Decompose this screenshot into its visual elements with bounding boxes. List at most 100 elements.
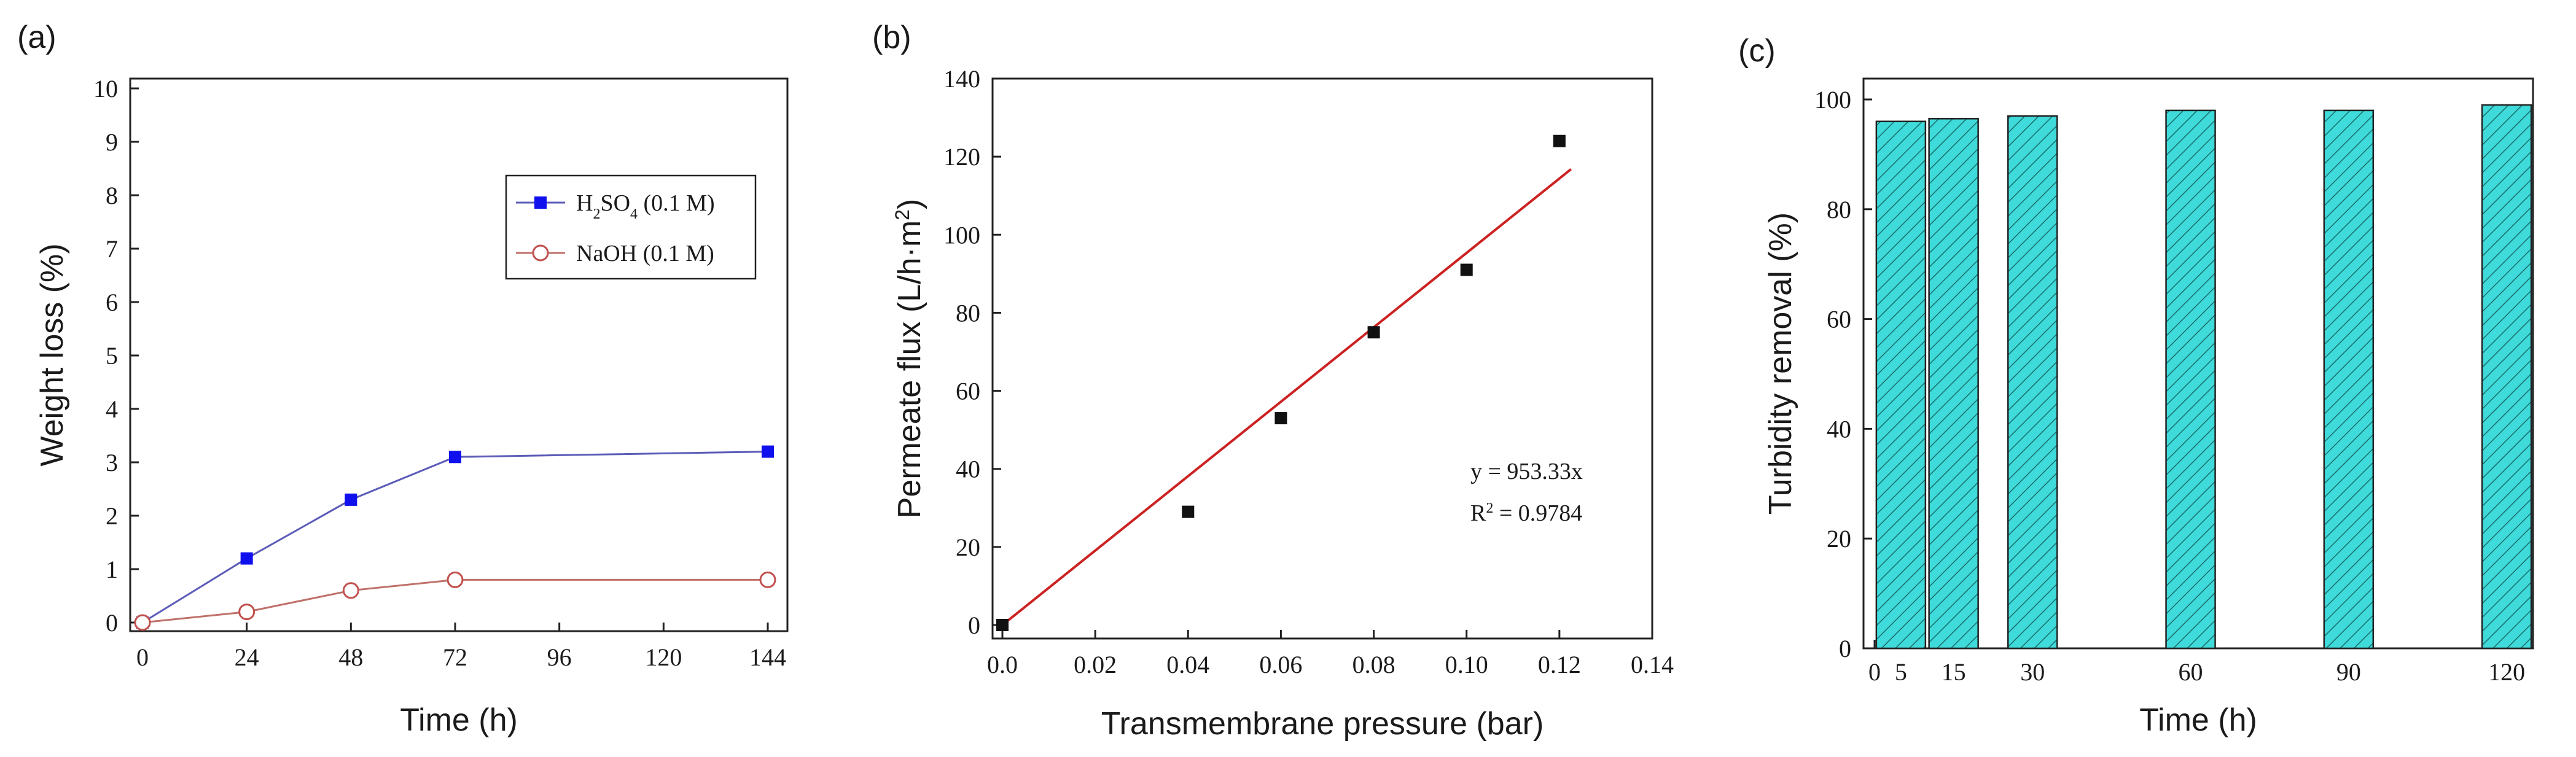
chart-a-legend-label-part: 2: [593, 206, 600, 222]
chart-c-xtick-label: 60: [2179, 658, 2203, 686]
chart-c-xtick-label: 30: [2020, 658, 2045, 686]
panel-b-label: (b): [872, 20, 911, 55]
chart-b-ytick-label: 20: [956, 534, 980, 561]
chart-a-legend-label: H2SO4 (0.1 M): [576, 190, 715, 222]
chart-c-ytick-label: 60: [1827, 306, 1851, 333]
chart-b-ytick-label: 140: [943, 65, 980, 93]
chart-a-xtick-label: 24: [235, 643, 259, 671]
chart-a-point-h2so4: [345, 493, 357, 506]
chart-b-ylabel-part: Permeate flux (L/h·m: [892, 220, 927, 519]
chart-b-point: [1553, 134, 1566, 147]
chart-a-xtick-label: 48: [338, 643, 363, 671]
chart-b-ytick-label: 120: [943, 143, 980, 171]
chart-a-xtick-label: 144: [749, 643, 786, 671]
chart-a-xtick-label: 72: [443, 643, 467, 671]
chart-b-fit-line: [1001, 168, 1572, 626]
chart-b-r2-part: 2: [1486, 500, 1493, 516]
chart-a-legend-label-part: H: [576, 190, 593, 216]
chart-a-point-naoh: [447, 571, 464, 588]
chart-a-point-h2so4: [762, 445, 774, 458]
chart-b-r2: R2 = 0.9784: [1470, 500, 1582, 526]
chart-a-point-naoh: [759, 571, 776, 588]
chart-b: 0 20 40 60 80 100 120 140 0.0 0.02 0.04 0.06 0.08 0.1…: [891, 65, 1674, 742]
chart-a-ytick-label: 10: [93, 75, 118, 103]
chart-b-point: [1182, 505, 1195, 518]
chart-a-ytick-label: 5: [106, 342, 118, 370]
chart-a-xlabel: Time (h): [400, 702, 518, 738]
chart-c-bar: [1875, 120, 1927, 650]
chart-c-ytick-label: 40: [1827, 415, 1851, 443]
chart-a-ytick-label: 2: [106, 502, 118, 530]
chart-a-ylabel: Weight loss (%): [34, 243, 70, 466]
chart-c-ylabel: Turbidity removal (%): [1763, 212, 1798, 514]
chart-b-point: [1460, 263, 1473, 276]
chart-b-ytick-label: 40: [956, 456, 980, 483]
chart-b-xtick-label: 0.02: [1074, 651, 1117, 678]
chart-b-point: [1367, 326, 1380, 339]
chart-a-xtick-label: 120: [645, 643, 682, 671]
chart-a-point-naoh: [238, 604, 256, 621]
chart-a-ytick-label: 3: [106, 449, 118, 476]
chart-b-ylabel-part: ): [892, 199, 927, 209]
chart-c-ytick-label: 100: [1814, 86, 1851, 114]
chart-c-xlabel: Time (h): [2139, 702, 2257, 738]
chart-a-legend-label-part: (0.1 M): [638, 190, 715, 216]
chart-b-ylabel-part: 2: [891, 209, 913, 220]
chart-c-xtick-label: 90: [2336, 658, 2361, 686]
chart-a-ytick-label: 4: [106, 395, 118, 423]
chart-b-xtick-label: 0.10: [1445, 651, 1488, 678]
chart-b-xtick-label: 0.04: [1166, 651, 1209, 678]
chart-c-bar: [2007, 115, 2058, 650]
chart-a-legend-label-part: 4: [630, 206, 638, 222]
chart-c-bar: [2481, 104, 2532, 650]
chart-c-xtick-label: 5: [1895, 658, 1907, 686]
chart-a-point-naoh: [342, 582, 359, 599]
chart-a-legend-marker: [534, 196, 547, 209]
chart-a-legend: H2SO4 (0.1 M) NaOH (0.1 M): [505, 174, 757, 280]
chart-c-ytick-label: 80: [1827, 196, 1851, 223]
chart-a-ytick-label: 1: [106, 556, 118, 583]
chart-b-ylabel: Permeate flux (L/h·m2): [891, 199, 927, 519]
chart-a-ytick-label: 8: [106, 182, 118, 209]
chart-a-point-h2so4: [240, 552, 253, 565]
chart-b-xtick-label: 0.12: [1538, 651, 1581, 678]
chart-a-series-line-0: [142, 451, 768, 624]
chart-a-ytick-label: 7: [106, 235, 118, 263]
chart-a-legend-label-part: NaOH (0.1 M): [576, 241, 714, 266]
chart-b-frame: [991, 77, 1653, 640]
chart-b-ytick-label: 60: [956, 378, 980, 405]
chart-c-ytick-label: 20: [1827, 525, 1851, 553]
chart-b-xtick-label: 0.14: [1631, 651, 1674, 678]
chart-c-xtick-label: 120: [2488, 658, 2525, 686]
chart-b-equation: y = 953.33x: [1470, 459, 1583, 484]
chart-a-legend-marker: [532, 244, 549, 262]
chart-b-xlabel: Transmembrane pressure (bar): [1101, 706, 1544, 742]
chart-b-xtick-label: 0.0: [987, 651, 1018, 678]
chart-a-ytick-label: 6: [106, 289, 118, 316]
chart-c-ytick-label: 0: [1839, 635, 1851, 662]
panel-c-label: (c): [1738, 33, 1776, 69]
chart-b-ytick-label: 100: [943, 221, 980, 249]
chart-c-xtick-label: 15: [1942, 658, 1966, 686]
chart-a-ytick-label: 0: [106, 609, 118, 637]
chart-c-bar: [2165, 109, 2216, 650]
chart-b-point: [996, 619, 1009, 631]
chart-a-point-h2so4: [449, 451, 461, 464]
chart-a-frame: [129, 77, 789, 632]
chart-b-r2-part: = 0.9784: [1493, 500, 1582, 526]
chart-a-ytick-label: 9: [106, 128, 118, 156]
chart-c-xtick-label: 0: [1868, 658, 1881, 686]
chart-b-ytick-label: 80: [956, 299, 980, 327]
chart-c-bar: [2323, 109, 2375, 650]
chart-a-legend-label-part: SO: [600, 190, 630, 216]
chart-a-xtick-label: 96: [547, 643, 572, 671]
chart-b-xtick-label: 0.08: [1352, 651, 1395, 678]
chart-a-point-naoh: [134, 614, 151, 631]
chart-a-xtick-label: 0: [136, 643, 149, 671]
chart-a-legend-box: [505, 174, 757, 280]
panel-a-label: (a): [17, 20, 57, 55]
chart-c-bar: [1928, 118, 1979, 650]
